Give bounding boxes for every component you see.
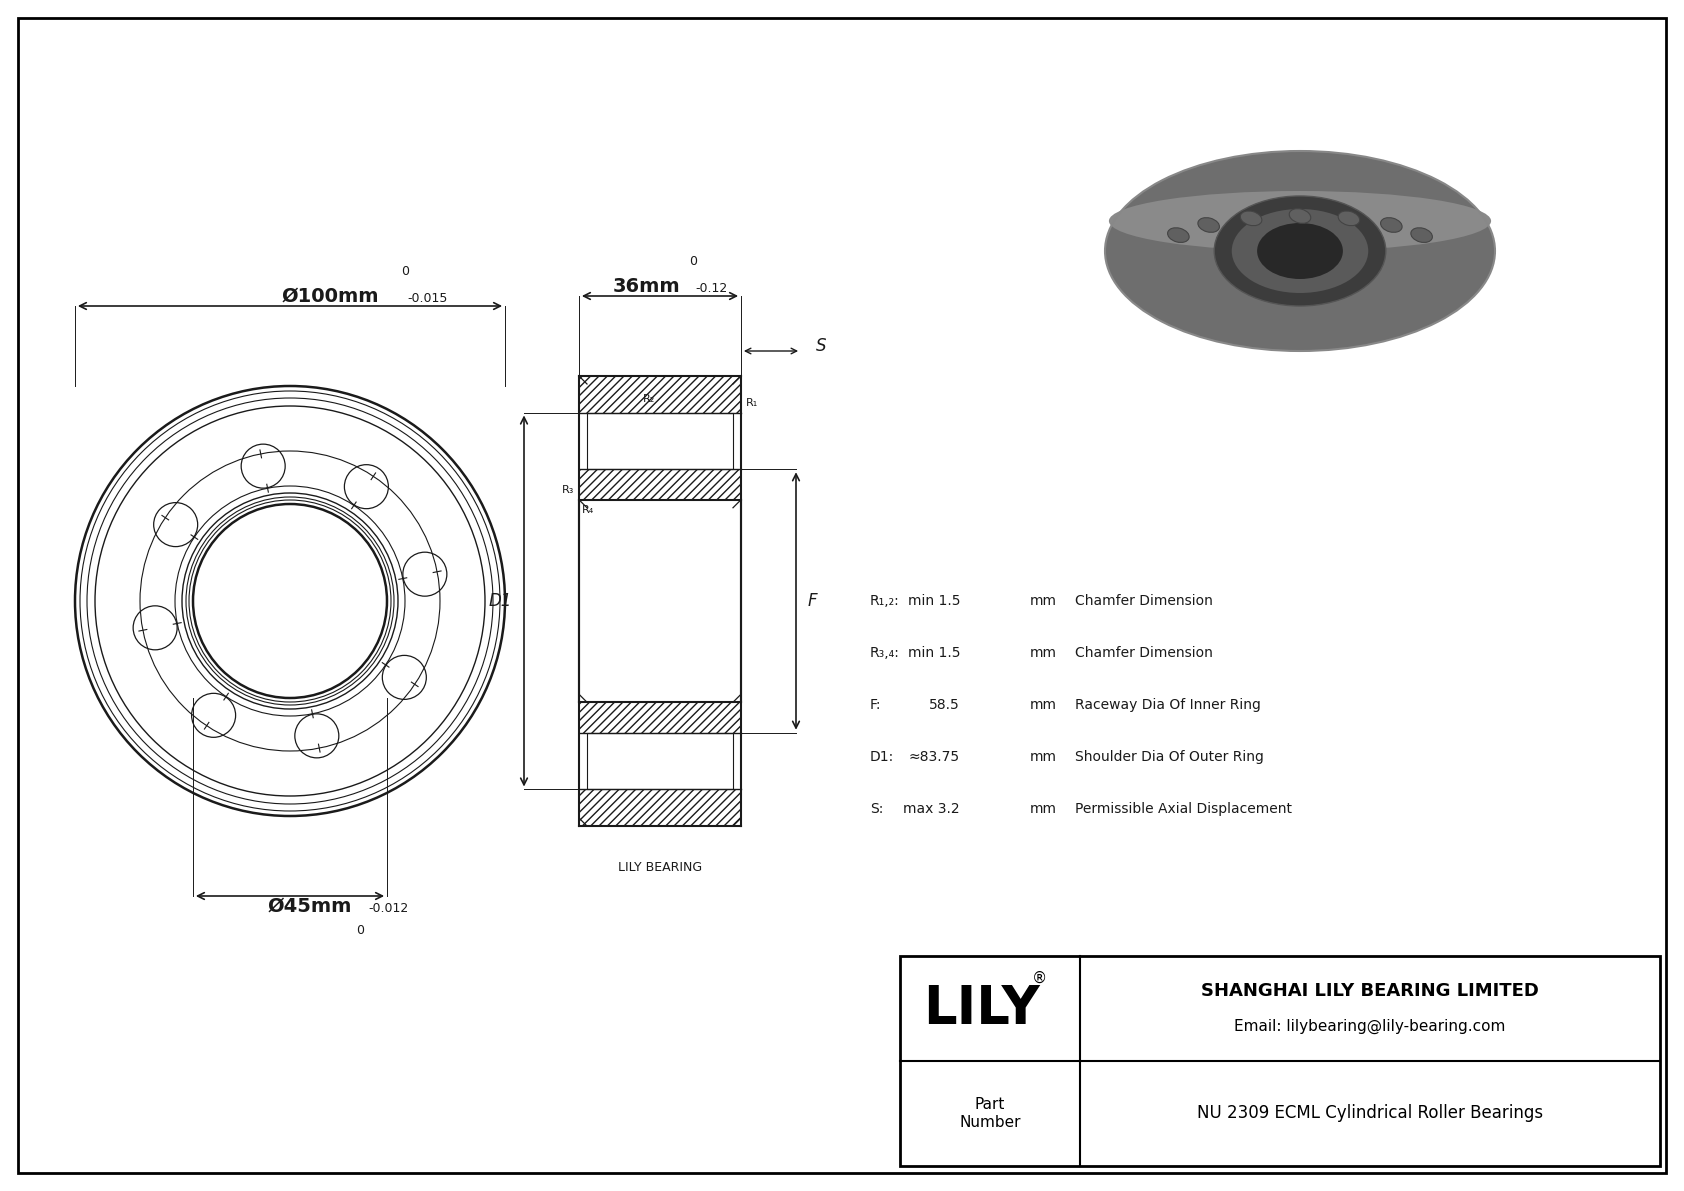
Text: LILY BEARING: LILY BEARING (618, 861, 702, 874)
Ellipse shape (1411, 227, 1433, 243)
Ellipse shape (1241, 211, 1261, 225)
Text: max 3.2: max 3.2 (903, 802, 960, 816)
Text: D1: D1 (488, 592, 512, 610)
Text: Chamfer Dimension: Chamfer Dimension (1074, 646, 1212, 660)
Text: R₄: R₄ (583, 505, 594, 515)
Text: R₃,₄:: R₃,₄: (871, 646, 899, 660)
Text: Email: lilybearing@lily-bearing.com: Email: lilybearing@lily-bearing.com (1234, 1018, 1505, 1034)
Text: S:: S: (871, 802, 884, 816)
Text: mm: mm (1031, 802, 1058, 816)
Ellipse shape (1231, 208, 1367, 293)
Ellipse shape (1256, 223, 1342, 279)
Text: R₃: R₃ (562, 485, 574, 494)
Ellipse shape (1105, 151, 1495, 351)
Text: min 1.5: min 1.5 (908, 646, 960, 660)
Ellipse shape (1108, 191, 1490, 251)
Text: -0.012: -0.012 (369, 902, 408, 915)
Text: LILY: LILY (923, 983, 1041, 1035)
Text: Part
Number: Part Number (960, 1097, 1021, 1130)
Bar (579, 790, 741, 827)
Ellipse shape (1339, 211, 1359, 225)
Text: SHANGHAI LILY BEARING LIMITED: SHANGHAI LILY BEARING LIMITED (1201, 981, 1539, 999)
Text: mm: mm (1031, 698, 1058, 712)
Text: Ø45mm: Ø45mm (268, 897, 352, 916)
Ellipse shape (1214, 197, 1386, 306)
Text: 0: 0 (355, 924, 364, 937)
Text: 36mm: 36mm (613, 276, 680, 295)
Text: mm: mm (1031, 750, 1058, 763)
Text: min 1.5: min 1.5 (908, 594, 960, 607)
Text: Shoulder Dia Of Outer Ring: Shoulder Dia Of Outer Ring (1074, 750, 1265, 763)
Text: -0.12: -0.12 (695, 281, 727, 294)
Ellipse shape (1197, 218, 1219, 232)
Text: F: F (808, 592, 818, 610)
Bar (588, 732, 733, 790)
Bar (899, 956, 1660, 1166)
Text: mm: mm (1031, 594, 1058, 607)
Text: R₂: R₂ (643, 394, 655, 404)
Bar (588, 412, 733, 469)
Text: NU 2309 ECML Cylindrical Roller Bearings: NU 2309 ECML Cylindrical Roller Bearings (1197, 1104, 1543, 1122)
Text: Chamfer Dimension: Chamfer Dimension (1074, 594, 1212, 607)
Text: mm: mm (1031, 646, 1058, 660)
Text: 0: 0 (401, 266, 409, 278)
Text: ≈83.75: ≈83.75 (909, 750, 960, 763)
Text: Permissible Axial Displacement: Permissible Axial Displacement (1074, 802, 1292, 816)
Ellipse shape (1381, 218, 1403, 232)
Text: R₁: R₁ (746, 398, 758, 409)
Bar (579, 469, 741, 500)
Text: R₁,₂:: R₁,₂: (871, 594, 899, 607)
Text: -0.015: -0.015 (408, 292, 448, 305)
Text: ®: ® (1032, 971, 1047, 986)
Text: D1:: D1: (871, 750, 894, 763)
Text: 58.5: 58.5 (930, 698, 960, 712)
Text: Ø100mm: Ø100mm (281, 287, 379, 306)
Text: S: S (817, 337, 827, 355)
Bar (579, 703, 741, 732)
Ellipse shape (1290, 208, 1310, 224)
Text: F:: F: (871, 698, 881, 712)
Ellipse shape (1167, 227, 1189, 243)
Text: Raceway Dia Of Inner Ring: Raceway Dia Of Inner Ring (1074, 698, 1261, 712)
Text: 0: 0 (689, 255, 697, 268)
Bar (579, 376, 741, 412)
